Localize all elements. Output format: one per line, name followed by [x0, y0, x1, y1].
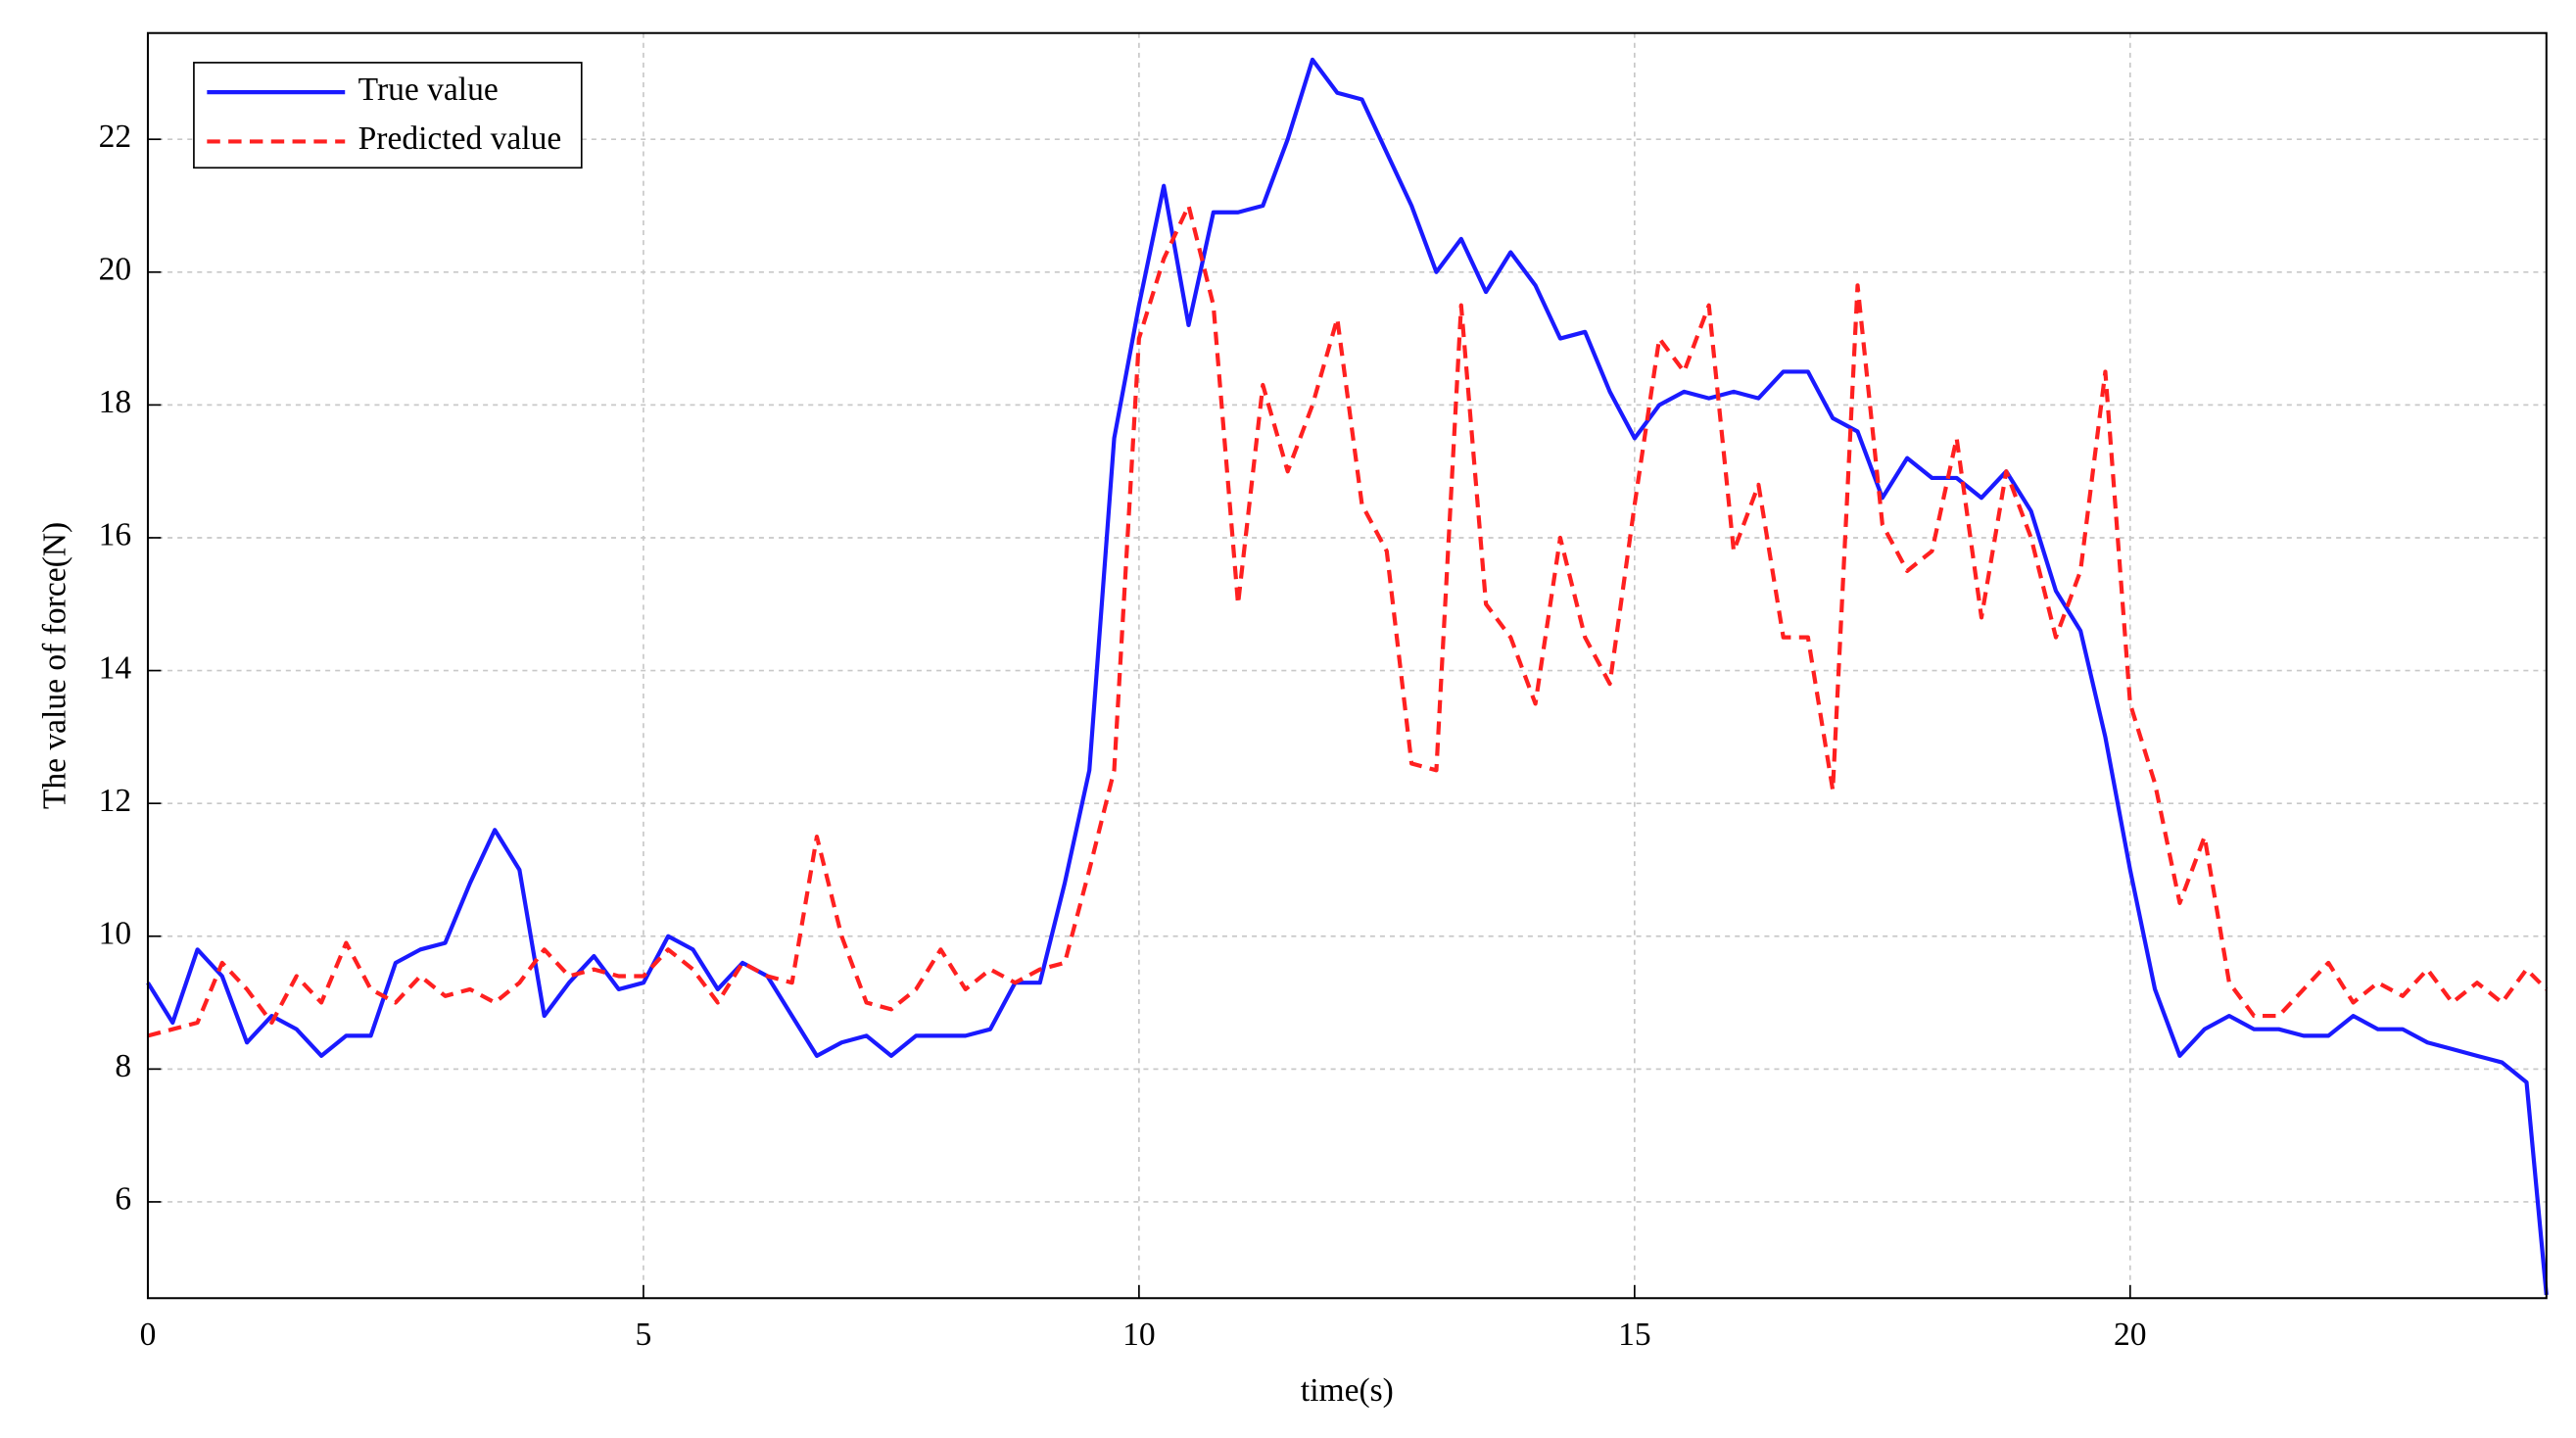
legend-label: Predicted value — [358, 120, 562, 157]
y-tick-label: 22 — [99, 119, 132, 155]
x-tick-label: 20 — [2114, 1317, 2147, 1353]
x-axis-label: time(s) — [1301, 1372, 1394, 1409]
y-tick-label: 16 — [99, 517, 132, 553]
y-tick-label: 10 — [99, 915, 132, 951]
legend-box — [193, 62, 583, 169]
y-tick-label: 8 — [115, 1048, 131, 1084]
y-tick-label: 20 — [99, 251, 132, 287]
series-line — [146, 57, 2549, 1296]
x-tick-label: 10 — [1122, 1317, 1156, 1353]
y-tick-label: 18 — [99, 384, 132, 420]
y-tick-label: 14 — [99, 649, 132, 686]
series-line — [147, 203, 2549, 1038]
y-tick-label: 6 — [115, 1181, 131, 1218]
x-tick-label: 15 — [1618, 1317, 1651, 1353]
x-tick-label: 0 — [140, 1317, 157, 1353]
legend-label: True value — [358, 72, 499, 108]
plot-frame — [146, 31, 2548, 1300]
y-axis-label: The value of force(N) — [36, 522, 72, 809]
y-tick-label: 12 — [99, 783, 132, 819]
x-tick-label: 5 — [636, 1317, 652, 1353]
